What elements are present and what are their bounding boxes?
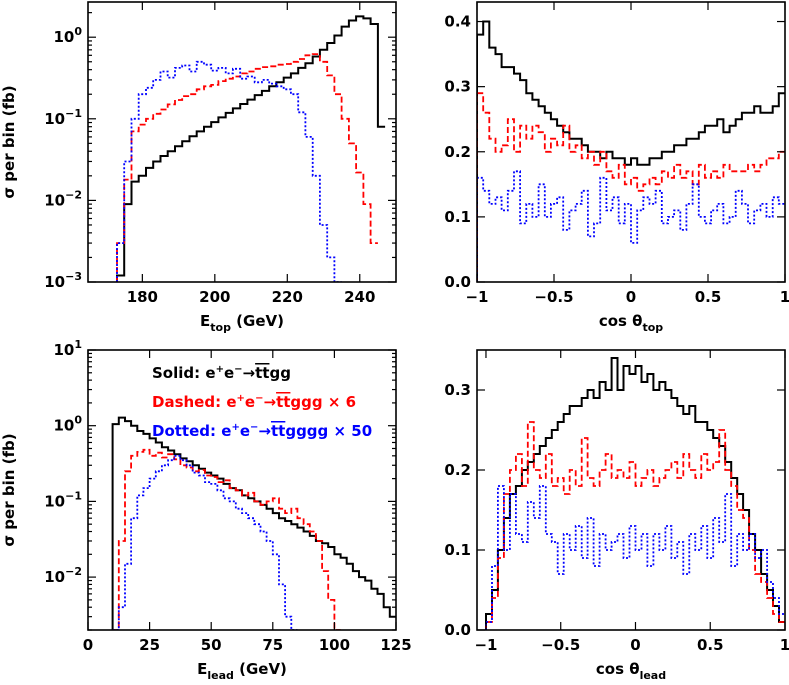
cos_lead-xtick-label: 0.5 (697, 636, 724, 654)
e_top-xtick-label: 240 (344, 288, 375, 306)
cos_top-xtick-label: −1 (465, 288, 488, 306)
panel-cos_lead: −1 −0.5 0 0.5 1 0.0 0.1 0.2 0.3 cos θlead (444, 349, 789, 682)
e_lead-ytick-label: 100 (53, 414, 82, 435)
e_top-ytick-label: 10−2 (44, 188, 82, 209)
cos_top-xtick-label: 1 (780, 288, 789, 306)
e_top-ylabel: σ per bin (fb) (0, 85, 18, 198)
cos_lead-xtick-label: −0.5 (541, 636, 580, 654)
e_lead-ytick-label: 10−2 (44, 565, 82, 586)
e_lead-series-solid (111, 416, 396, 630)
legend-dotted: Dotted: e+e−→ttgggg × 50 (152, 422, 372, 440)
cos_top-xtick-label: −0.5 (534, 288, 573, 306)
cos_top-ytick-label: 0.3 (444, 78, 471, 96)
e_top-series-solid (116, 15, 386, 282)
cos_top-frame (476, 1, 786, 283)
cos_top-ytick-label: 0.4 (444, 13, 471, 31)
cos_top-ytick-label: 0.1 (444, 208, 471, 226)
e_lead-xtick-label: 25 (139, 636, 160, 654)
cos_lead-xlabel: cos θlead (596, 660, 666, 682)
e_lead-ylabel: σ per bin (fb) (0, 433, 18, 546)
cos_lead-ytick-label: 0.3 (444, 381, 471, 399)
e_top-ytick-label: 10−1 (44, 107, 82, 128)
e_lead-xtick-label: 100 (319, 636, 350, 654)
cos_top-xtick-label: 0.5 (695, 288, 722, 306)
cos_lead-frame (476, 349, 786, 631)
e_lead-xlabel: Elead (GeV) (197, 660, 287, 682)
panel-e_lead: 0 25 50 75 100 125 10−2 10−1 100 101 Elead (GeV) σ … (0, 338, 412, 682)
cos_top-ytick-label: 0.0 (444, 273, 471, 291)
e_top-ytick-label: 100 (53, 25, 82, 46)
e_lead-ytick-label: 10−1 (44, 489, 82, 510)
cos_lead-ytick-label: 0.1 (444, 541, 471, 559)
e_lead-xtick-label: 0 (83, 636, 93, 654)
cos_lead-series-dotted (485, 485, 785, 630)
e_top-series-dotted (116, 60, 342, 282)
panel-e_top: 180 200 220 240 10−3 10−2 10−1 100 Etop (GeV) σ p… (0, 1, 397, 334)
e_top-ytick-label: 10−3 (44, 270, 82, 291)
cos_lead-series-dashed (485, 421, 785, 630)
e_lead-xtick-label: 125 (380, 636, 411, 654)
e_top-frame (87, 1, 397, 283)
cos_lead-xtick-label: 1 (780, 636, 789, 654)
e_lead-xtick-label: 75 (262, 636, 283, 654)
cos_top-ytick-label: 0.2 (444, 143, 471, 161)
e_lead-ytick-label: 101 (53, 338, 82, 359)
e_top-xtick-label: 180 (127, 288, 158, 306)
legend: Solid: e+e−→ttgg Dashed: e+e−→ttggg × 6 … (152, 364, 372, 440)
e_top-xtick-label: 200 (199, 288, 230, 306)
cos_lead-xtick-label: 0 (630, 636, 640, 654)
cos_lead-xtick-label: −1 (474, 636, 497, 654)
cos_lead-ytick-label: 0.0 (444, 621, 471, 639)
e_lead-series-dashed (112, 448, 341, 630)
e_top-series-dashed (116, 53, 378, 282)
cos_top-xtick-label: 0 (626, 288, 636, 306)
panel-cos_top: −1 −0.5 0 0.5 1 0.0 0.1 0.2 0.3 0.4 cos θtop (444, 1, 789, 334)
e_lead-series-dotted (112, 454, 298, 630)
cos_top-series-dashed (477, 92, 785, 282)
cos_top-series-dotted (477, 170, 785, 282)
cos_top-series-solid (477, 20, 785, 282)
cos_lead-series-solid (485, 357, 785, 630)
e_lead-xtick-label: 50 (201, 636, 222, 654)
cos_lead-ytick-label: 0.2 (444, 461, 471, 479)
e_top-xlabel: Etop (GeV) (200, 312, 284, 334)
e_top-xtick-label: 220 (272, 288, 303, 306)
legend-dashed: Dashed: e+e−→ttggg × 6 (152, 393, 356, 411)
legend-solid: Solid: e+e−→ttgg (152, 364, 291, 382)
e_lead-frame (87, 349, 397, 631)
cos_top-xlabel: cos θtop (599, 312, 663, 334)
